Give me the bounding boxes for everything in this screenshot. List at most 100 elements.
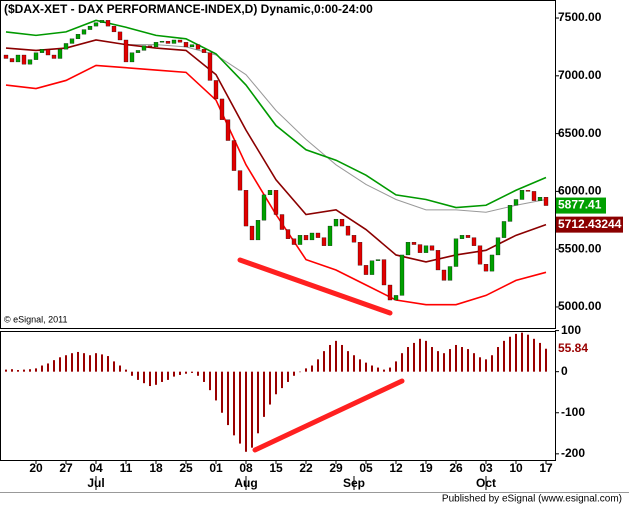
candle-body (225, 119, 231, 141)
histogram-bar (227, 371, 229, 426)
candle-body (495, 237, 501, 256)
last-value-label: 55.84 (558, 341, 588, 355)
histogram-bar (5, 369, 7, 372)
histogram-bar (437, 351, 439, 372)
histogram-bar (341, 344, 343, 372)
candle-body (327, 225, 333, 246)
candle-body (165, 40, 171, 44)
histogram-bar (503, 340, 505, 372)
candle-body (81, 29, 87, 35)
histogram-bar (233, 371, 235, 436)
y-tick-label: -200 (561, 446, 585, 460)
candle-body (99, 20, 105, 23)
band-line (5, 19, 547, 209)
candle-body (465, 235, 471, 238)
histogram-bar (203, 371, 205, 382)
divergence-line (237, 257, 393, 316)
histogram-bar (269, 371, 271, 405)
histogram-bar (401, 353, 403, 372)
histogram-bar (329, 344, 331, 372)
candle-body (135, 50, 141, 53)
histogram-bar (107, 356, 109, 372)
histogram-bar (167, 371, 169, 380)
histogram-bar (65, 355, 67, 372)
candle-body (429, 245, 435, 251)
x-tick-label: 25 (179, 461, 193, 475)
candle-body (105, 20, 111, 27)
oscillator-panel (0, 331, 556, 461)
histogram-bar (311, 365, 313, 372)
candle-body (267, 190, 273, 196)
histogram-bar (461, 347, 463, 372)
histogram-bar (431, 347, 433, 372)
x-tick-label: 05 (359, 461, 373, 475)
candle-body (525, 190, 531, 192)
candle-body (411, 242, 417, 245)
y-tick-label: 7000.00 (558, 68, 602, 82)
histogram-bar (239, 371, 241, 444)
candle-body (333, 218, 339, 227)
candle-body (321, 237, 327, 246)
histogram-bar (95, 353, 97, 372)
candle-body (255, 220, 261, 241)
band-line (126, 44, 547, 213)
candle-body (339, 218, 345, 227)
histogram-bar (35, 368, 37, 372)
x-tick-label: 26 (449, 461, 463, 475)
histogram-bar (161, 371, 163, 382)
chart-title: ($DAX-XET - DAX PERFORMANCE-INDEX,D) Dyn… (4, 2, 373, 16)
histogram-bar (137, 371, 139, 380)
candle-body (93, 22, 99, 27)
histogram-bar (113, 361, 115, 372)
histogram-bar (485, 359, 487, 372)
candle-body (507, 205, 513, 222)
histogram-bar (47, 363, 49, 372)
histogram-bar (131, 371, 133, 376)
candle-body (351, 235, 357, 243)
x-tick-label: 19 (419, 461, 433, 475)
histogram-bar (155, 371, 157, 385)
candle-body (369, 260, 375, 275)
x-tick-label: 18 (149, 461, 163, 475)
candle-body (519, 190, 525, 200)
candle-body (15, 54, 21, 63)
histogram-bar (17, 370, 19, 372)
band-value-label: 5712.43244 (558, 217, 622, 231)
histogram-bar (215, 371, 217, 401)
y-tick-label: 6000.00 (558, 184, 602, 198)
histogram-bar (119, 365, 121, 372)
x-tick-label: 11 (120, 461, 133, 475)
histogram-bar (365, 362, 367, 372)
histogram-bar (77, 351, 79, 372)
histogram-bar (497, 347, 499, 372)
histogram-bar (479, 357, 481, 372)
last-price-box (556, 197, 606, 214)
x-tick-label: 17 (539, 461, 553, 475)
histogram-bar (293, 371, 295, 376)
candle-body (207, 52, 213, 81)
candle-body (123, 39, 129, 63)
histogram-bar (149, 371, 151, 387)
y-tick-label: -100 (561, 405, 585, 419)
histogram-bar (545, 348, 547, 372)
candle-body (471, 237, 477, 246)
histogram-bar (53, 360, 55, 372)
histogram-bar (263, 371, 265, 417)
histogram-bar (179, 371, 181, 375)
x-tick-label: 04 (89, 461, 103, 475)
y-tick-label: 7500.00 (558, 10, 602, 24)
histogram-bar (443, 353, 445, 372)
band-value-box (556, 216, 623, 233)
histogram-bar (467, 349, 469, 372)
candle-body (273, 190, 279, 215)
histogram-bar (11, 369, 13, 372)
histogram-bar (323, 351, 325, 372)
candle-body (375, 259, 381, 261)
candle-body (297, 235, 303, 245)
candle-body (237, 170, 243, 191)
candle-body (63, 43, 69, 50)
candle-body (51, 54, 57, 59)
histogram-bar (491, 355, 493, 372)
x-tick-label: 15 (269, 461, 283, 475)
